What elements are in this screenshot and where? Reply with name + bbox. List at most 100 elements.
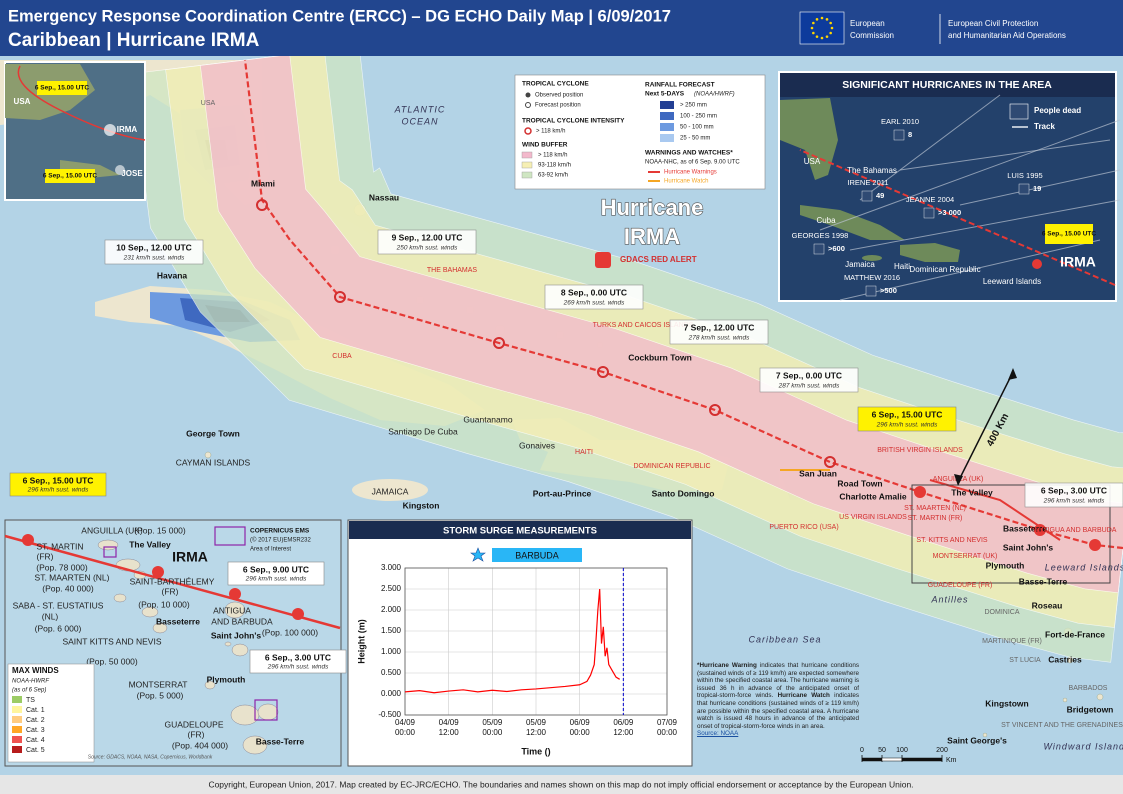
label: ST LUCIA — [1009, 657, 1041, 664]
label: GEORGES 1998 — [792, 231, 849, 240]
label: 63-92 km/h — [538, 173, 568, 179]
label: Plymouth — [207, 674, 246, 684]
label: BARBADOS — [1069, 685, 1108, 692]
forecast-position — [493, 337, 505, 349]
label: GUADELOUPE — [164, 719, 223, 729]
label: USA — [804, 157, 821, 166]
x-tick-label: 04/09 00:00 — [394, 718, 416, 737]
label: 100 — [896, 747, 908, 754]
y-tick-label: 0.000 — [381, 689, 402, 698]
track-label-box — [669, 319, 769, 345]
label: GDACS RED ALERT — [620, 255, 697, 264]
label: (Pop. 15 000) — [134, 525, 186, 535]
island — [152, 622, 168, 634]
label: Plymouth — [986, 560, 1025, 570]
historic-track — [899, 139, 1111, 171]
track-label-box — [857, 406, 957, 432]
label: 287 km/h sust. winds — [778, 383, 840, 390]
ems-aoi — [103, 546, 117, 558]
island — [257, 703, 279, 721]
label: ST. KITTS AND NEVIS — [916, 537, 988, 544]
label: (FR) — [188, 729, 205, 739]
warning-coast — [929, 479, 1061, 541]
label: (Pop. 40 000) — [42, 583, 94, 593]
dead-icon — [1009, 103, 1029, 120]
observed-position — [1089, 539, 1101, 551]
label: 7 Sep., 0.00 UTC — [776, 370, 842, 380]
label: Castries — [1048, 654, 1082, 664]
time-box — [1045, 224, 1093, 244]
label: Kingston — [403, 500, 440, 510]
eu-star — [815, 18, 819, 21]
note-term: *Hurricane Warning — [697, 662, 757, 669]
label: (NL) — [42, 611, 59, 621]
station-box — [492, 548, 582, 562]
label: (Pop. 50 000) — [86, 656, 138, 666]
note-term: Hurricane Watch — [777, 692, 830, 700]
dead-icon — [865, 285, 877, 297]
scale-segment — [861, 757, 883, 762]
eu-star — [812, 21, 815, 25]
legend-swatch — [660, 134, 674, 142]
plot-frame — [404, 567, 668, 716]
arrow-head — [1008, 368, 1017, 380]
land — [900, 243, 960, 262]
track-label-box — [759, 367, 859, 393]
notes: *Hurricane Warning indicates that hurric… — [697, 662, 859, 738]
label: Saint George's — [947, 735, 1007, 745]
label: > 118 km/h — [538, 153, 567, 159]
label: ST VINCENT AND THE GRENADINES — [1001, 722, 1123, 729]
zoom-position — [152, 566, 164, 578]
label: USA — [201, 100, 216, 107]
label: IRMA — [624, 224, 680, 249]
label: 93-118 km/h — [538, 163, 571, 169]
label: Copyright, European Union, 2017. Map cre… — [208, 779, 913, 789]
label: 6 Sep., 3.00 UTC — [265, 652, 331, 662]
eu-star — [825, 35, 829, 38]
label: Observed position — [535, 93, 583, 99]
time-box — [45, 169, 95, 183]
label: 19 — [1033, 184, 1041, 193]
label: 6 Sep., 15.00 UTC — [43, 173, 97, 180]
ems-legend — [214, 526, 246, 546]
label: >3 000 — [938, 208, 961, 217]
label: Hurricane — [601, 195, 704, 220]
eu-star — [830, 26, 834, 30]
label: European — [850, 19, 885, 28]
label: ST. MARTIN — [36, 541, 83, 551]
label: 250 km/h sust. winds — [396, 245, 458, 252]
label: Basseterre — [156, 616, 200, 626]
label: 50 - 100 mm — [680, 125, 714, 131]
label: Haiti — [894, 262, 910, 271]
history-inset — [778, 71, 1117, 302]
track-label-box — [227, 561, 325, 586]
zoom-position — [292, 608, 304, 620]
overview-jose — [115, 165, 125, 175]
label: Forecast position — [535, 103, 581, 109]
island — [97, 539, 119, 551]
label: CUBA — [332, 353, 352, 360]
station-icon — [470, 547, 486, 562]
label: BRITISH VIRGIN ISLANDS — [877, 447, 963, 454]
label: Cuba — [816, 216, 836, 225]
label: (FR) — [37, 551, 54, 561]
label: People dead — [1034, 106, 1081, 115]
label: THE BAHAMAS — [427, 267, 478, 274]
label: Caribbean | Hurricane IRMA — [8, 30, 260, 51]
track-label-box — [9, 472, 107, 497]
label: 9 Sep., 12.00 UTC — [392, 232, 463, 242]
island — [982, 732, 988, 738]
label: BARBUDA — [515, 550, 559, 560]
y-tick-label: 2.500 — [381, 584, 402, 593]
dead-icon — [1018, 183, 1030, 195]
label: Leeward Islands — [983, 277, 1041, 286]
arrow-head — [954, 474, 963, 486]
track-label-box — [544, 284, 644, 310]
label: 7 Sep., 12.00 UTC — [684, 322, 755, 332]
label: 100 - 250 mm — [680, 114, 717, 120]
x-tick-label: 05/09 12:00 — [525, 718, 547, 737]
label: Santiago De Cuba — [388, 426, 458, 436]
label: 231 km/h sust. winds — [123, 255, 185, 262]
wind-buffer — [199, 54, 1123, 594]
label: STORM SURGE MEASUREMENTS — [443, 526, 597, 537]
